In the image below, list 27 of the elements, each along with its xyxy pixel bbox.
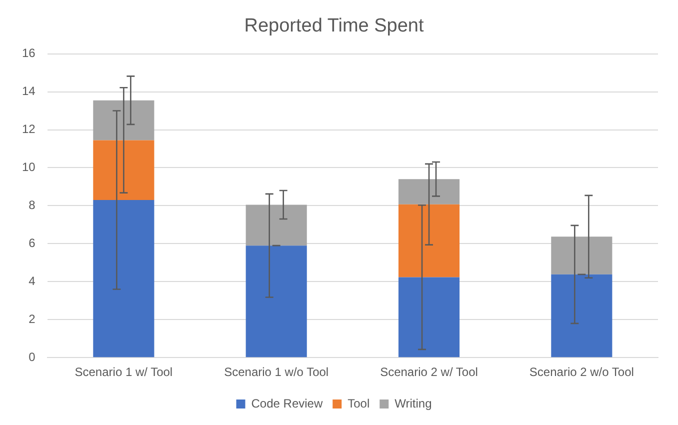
- bar: [246, 204, 307, 246]
- y-tick-label: 12: [22, 122, 36, 136]
- x-tick-label: Scenario 2 w/ Tool: [380, 365, 478, 380]
- y-tick-label: 8: [28, 198, 36, 212]
- legend-label: Tool: [348, 396, 370, 410]
- bar: [551, 236, 612, 274]
- bar: [93, 200, 154, 358]
- legend-label: Code Review: [251, 396, 323, 410]
- bar: [398, 204, 460, 278]
- x-tick-label: Scenario 1 w/o Tool: [224, 365, 329, 380]
- y-tick-label: 6: [28, 236, 36, 250]
- bar: [398, 277, 460, 358]
- bar: [246, 246, 307, 358]
- y-tick-label: 4: [28, 274, 36, 288]
- bar: [551, 274, 612, 358]
- chart-title: Reported Time Spent: [244, 16, 424, 37]
- x-tick-label: Scenario 2 w/o Tool: [529, 365, 634, 380]
- bar: [398, 179, 460, 204]
- y-tick-label: 16: [22, 46, 36, 60]
- y-tick-label: 2: [28, 312, 36, 326]
- bar: [93, 140, 154, 200]
- x-tick-label: Scenario 1 w/ Tool: [74, 365, 173, 380]
- y-tick-label: 10: [22, 160, 36, 174]
- y-tick-label: 14: [22, 84, 36, 98]
- y-tick-label: 0: [28, 350, 36, 364]
- legend-label: Writing: [394, 396, 432, 410]
- bar: [93, 100, 154, 140]
